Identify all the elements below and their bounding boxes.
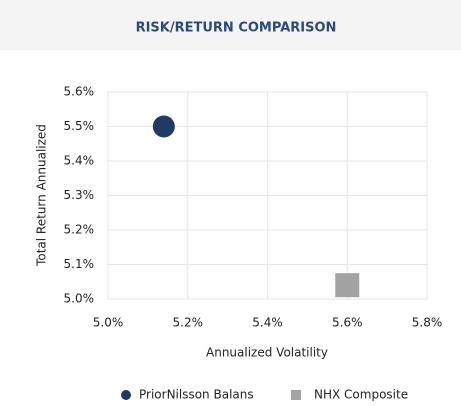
x-axis-label: Annualized Volatility [206, 346, 328, 360]
y-axis-label: Total Return Annualized [35, 124, 49, 267]
legend-swatch [291, 390, 301, 400]
y-tick-label: 5.6% [64, 85, 95, 99]
y-tick-label: 5.5% [64, 119, 95, 133]
y-tick-label: 5.1% [64, 257, 95, 271]
x-tick-label: 5.8% [412, 316, 443, 330]
x-tick-label: 5.0% [93, 316, 124, 330]
legend-label: NHX Composite [314, 388, 408, 402]
y-tick-label: 5.0% [64, 292, 95, 306]
legend-swatch [121, 390, 131, 400]
chart-title: RISK/RETURN COMPARISON [136, 21, 337, 36]
point [152, 115, 175, 138]
point [335, 273, 360, 298]
legend-label: PriorNilsson Balans [139, 388, 254, 402]
x-tick-label: 5.2% [173, 316, 204, 330]
x-tick-label: 5.6% [332, 316, 363, 330]
header-band [0, 0, 461, 50]
x-tick-label: 5.4% [252, 316, 283, 330]
y-tick-label: 5.3% [64, 188, 95, 202]
y-tick-label: 5.2% [64, 223, 95, 237]
y-tick-label: 5.4% [64, 154, 95, 168]
